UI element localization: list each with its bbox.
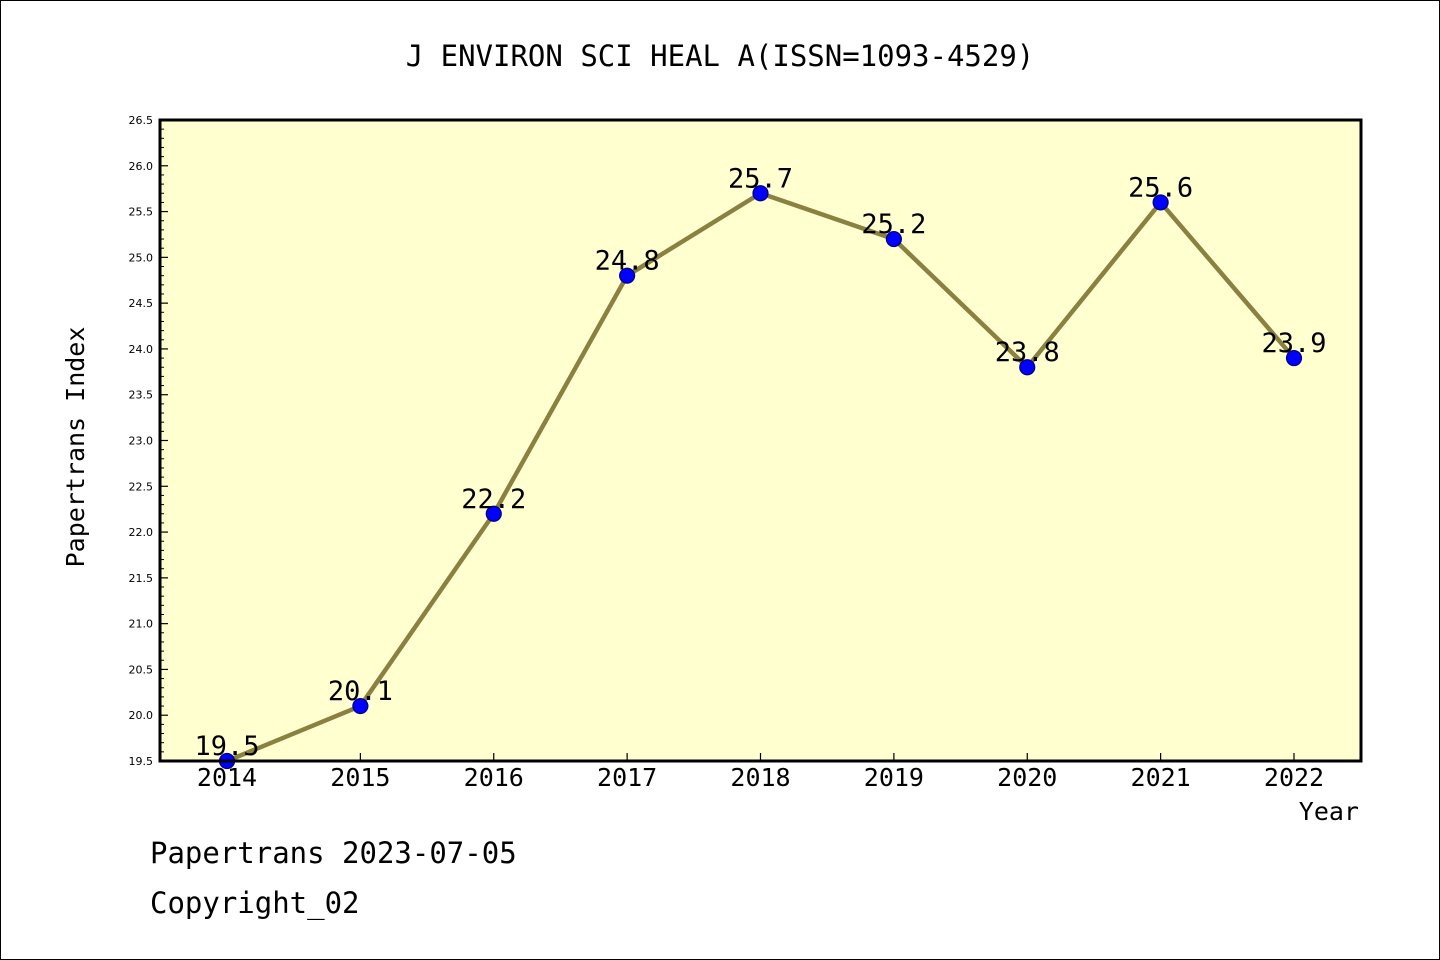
x-tick-label: 2015 [330,763,390,792]
data-label: 19.5 [194,731,259,762]
x-tick-label: 2019 [864,763,924,792]
chart-title: J ENVIRON SCI HEAL A(ISSN=1093-4529) [406,39,1035,73]
x-tick-label: 2018 [730,763,790,792]
data-point [619,267,636,284]
y-tick-label: 22.0 [129,526,154,539]
data-label: 20.1 [328,676,393,707]
footer-copyright: Copyright_02 [150,886,360,920]
y-tick-label: 23.0 [129,435,154,448]
x-tick-label: 2022 [1264,763,1324,792]
plot-border [158,118,1363,763]
y-tick-label: 24.5 [129,297,154,310]
x-axis-ticks: 2014 2015 2016 2017 2018 2019 2020 2021 2022 [197,753,1324,792]
data-point [1285,349,1303,367]
data-labels: 19.5 20.1 22.2 24.8 25.7 25.2 23.8 25.6 23.9 [194,163,1326,762]
x-tick-label: 2017 [597,763,657,792]
y-tick-label: 22.5 [129,480,154,493]
data-point [885,230,902,248]
y-tick-label: 21.0 [129,618,154,631]
y-tick-label: 19.5 [129,755,154,768]
y-axis-ticks: 19.5 20.0 20.5 21.0 21.5 22.0 22.5 23.0 23.5 24.0… [129,114,168,768]
data-point [352,697,369,715]
data-label: 24.8 [595,246,660,277]
y-tick-label: 26.5 [129,114,154,127]
y-tick-label: 25.0 [129,251,154,264]
data-label: 22.2 [461,484,526,515]
data-label: 25.2 [861,209,926,240]
data-point [752,185,769,202]
y-tick-label: 20.0 [129,709,154,722]
y-tick-label: 26.0 [129,160,154,173]
y-axis-label: Papertrans Index [61,327,90,568]
x-tick-label: 2016 [464,763,524,792]
data-label: 23.8 [995,337,1060,368]
y-tick-label: 24.0 [129,343,154,356]
data-point [485,505,502,522]
data-label: 25.6 [1128,172,1193,203]
data-point [1152,194,1169,211]
data-point [1019,359,1036,376]
x-axis-label: Year [1299,797,1359,826]
plot-area [160,120,1361,761]
x-tick-label: 2021 [1131,763,1191,792]
data-markers [218,185,1303,770]
x-tick-label: 2020 [997,763,1057,792]
data-label: 25.7 [728,163,793,194]
y-tick-label: 21.5 [129,572,154,585]
y-tick-label: 20.5 [129,663,154,676]
y-tick-label: 25.5 [129,206,154,219]
data-label: 23.9 [1261,328,1326,359]
footer-date: Papertrans 2023-07-05 [150,836,517,870]
y-tick-label: 23.5 [129,389,154,402]
